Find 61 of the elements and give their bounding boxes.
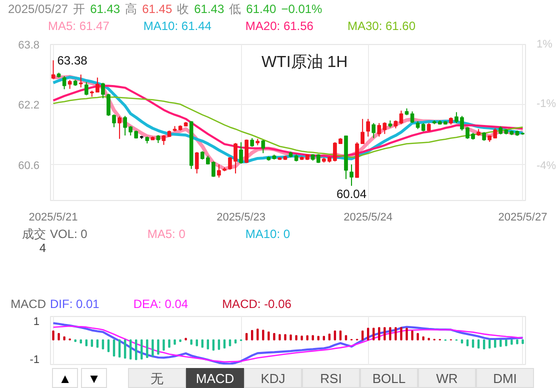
candlestick <box>410 110 414 124</box>
text: 4 <box>38 241 46 255</box>
text: ▲ <box>52 368 78 388</box>
candlestick <box>239 142 243 164</box>
text: 高 <box>125 2 138 16</box>
text: VOL: 0 <box>50 227 88 241</box>
line-series <box>52 96 524 158</box>
text: 61.45 <box>142 2 172 16</box>
x-tick-label: 2025/5/27 <box>498 212 548 224</box>
text: 61.40 <box>246 2 276 16</box>
annotation: 60.04 <box>336 186 367 201</box>
y-tick-label: 1 <box>33 316 40 328</box>
candlestick <box>78 74 83 88</box>
text: BOLL <box>360 368 418 388</box>
text: MA5: 61.47 <box>48 19 110 33</box>
candlestick <box>194 152 199 174</box>
text: MA30: 61.60 <box>347 19 416 33</box>
candlestick <box>101 82 105 99</box>
series-label: DIF: 0.01 <box>50 297 100 311</box>
annotation: 63.38 <box>57 53 88 68</box>
text: MACD: -0.06 <box>222 297 292 311</box>
text: 2025/05/27 <box>8 2 68 16</box>
text: MA5: 0 <box>147 227 186 241</box>
candlestick <box>366 118 370 138</box>
candlestick <box>51 60 56 80</box>
candlestick <box>162 134 166 146</box>
candlestick <box>261 139 266 154</box>
text: −0.01% <box>281 2 322 16</box>
text: MA20: 61.56 <box>245 19 314 33</box>
text: 低 <box>229 2 242 16</box>
text: RSI <box>302 368 360 388</box>
text: MACD <box>10 296 46 312</box>
text: MA10: 0 <box>245 227 290 241</box>
candlestick <box>68 79 72 90</box>
x-tick-label: 2025/5/21 <box>28 212 78 224</box>
text: 收 <box>177 2 190 16</box>
candlestick <box>244 139 248 164</box>
text: 成交 <box>21 226 46 242</box>
text: WR <box>418 368 476 388</box>
x-tick-label: 2025/5/23 <box>216 212 266 224</box>
text: 无 <box>128 368 186 388</box>
y-tick-label: 60.6 <box>18 160 40 172</box>
text: 61.43 <box>194 2 224 16</box>
y-tick-label: 62.2 <box>18 100 40 112</box>
candlestick <box>84 82 88 96</box>
text: 61.43 <box>90 2 120 16</box>
y-tick-label: 63.8 <box>18 40 40 52</box>
text: KDJ <box>244 368 302 388</box>
text: 开 <box>73 2 86 16</box>
text: WTI原油 1H <box>261 52 348 71</box>
candlestick <box>62 76 66 90</box>
candlestick <box>118 116 122 140</box>
text: DMI <box>476 368 534 388</box>
candlestick <box>372 122 376 139</box>
text: MACD <box>186 368 244 388</box>
x-tick-label: 2025/5/24 <box>344 212 393 224</box>
text: ▼ <box>81 368 107 388</box>
candlestick <box>350 164 354 186</box>
text: MA10: 61.44 <box>143 19 212 33</box>
text: DEA: 0.04 <box>133 297 188 311</box>
y-tick-label: -1 <box>30 354 40 366</box>
